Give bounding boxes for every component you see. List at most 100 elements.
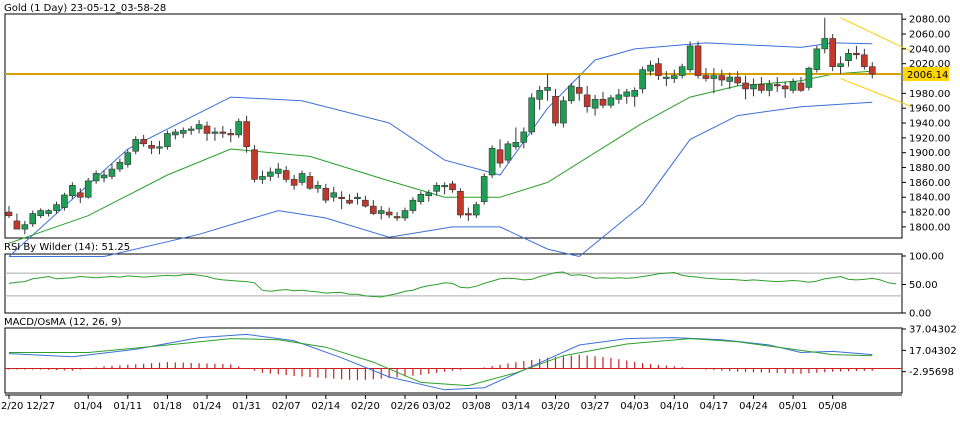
candle-up: [108, 168, 116, 177]
x-tick-label: 12/20: [0, 401, 23, 412]
price-tick-label: 1960.00: [909, 104, 950, 115]
candle-up: [726, 76, 734, 82]
candle-down: [203, 125, 211, 134]
x-tick-label: 12/27: [26, 401, 55, 412]
candle-up: [156, 146, 163, 149]
candle-down: [465, 213, 472, 216]
price-tick-label: 1900.00: [909, 148, 950, 159]
x-tick-label: 04/03: [620, 401, 649, 412]
candle-down: [583, 94, 591, 108]
candle-down: [322, 188, 330, 201]
macd-tick-label: 37.04302: [909, 325, 957, 336]
candle-up: [750, 84, 757, 90]
rsi-tick-label: 0.00: [909, 309, 931, 320]
candle-up: [259, 176, 266, 180]
candle-up: [591, 98, 599, 109]
candle-up: [235, 121, 242, 136]
macd-tick-label: 17.04302: [909, 346, 957, 357]
rsi-panel: [5, 271, 902, 298]
candle-down: [552, 96, 559, 124]
candle-down: [781, 85, 789, 90]
candle-down: [346, 199, 353, 204]
candle-down: [694, 45, 702, 76]
x-tick-label: 02/07: [272, 401, 301, 412]
candle-down: [829, 38, 836, 67]
candle-down: [702, 75, 710, 79]
bollinger-lower-line: [9, 101, 873, 258]
price-tick-label: 1820.00: [909, 208, 950, 219]
panels: [4, 13, 903, 396]
candle-up: [267, 171, 274, 177]
price-tick-label: 1800.00: [909, 222, 950, 233]
x-tick-label: 01/31: [232, 401, 261, 412]
macd-title: MACD/OsMA (12, 26, 9): [4, 317, 122, 328]
candle-up: [211, 131, 219, 134]
x-tick-label: 02/26: [391, 401, 420, 412]
macd-tick-label: -2.95698: [909, 367, 954, 378]
candle-down: [362, 199, 369, 207]
x-tick-label: 03/08: [462, 401, 491, 412]
candle-up: [314, 185, 322, 189]
axes: 2080.00 2060.00 2040.00 2020.00 1980.00 1960.…: [0, 15, 957, 412]
candle-up: [132, 139, 140, 152]
candle-up: [100, 174, 108, 179]
candle-down: [758, 84, 765, 91]
x-tick-label: 03/27: [581, 401, 610, 412]
candle-up: [37, 210, 44, 217]
candle-up: [607, 97, 615, 106]
candle-down: [140, 139, 147, 145]
candle-down: [457, 190, 464, 216]
rsi-title: RSI By Wilder (14): 51.25: [4, 242, 130, 253]
candle-up: [504, 143, 512, 161]
trendline: [840, 78, 913, 108]
macd-panel-frame: [4, 327, 903, 394]
candle-up: [480, 176, 488, 202]
candle-down: [306, 176, 314, 189]
candle-down: [76, 192, 84, 198]
candle-up: [172, 131, 179, 136]
price-panel-frame: [4, 13, 903, 239]
price-tick-label: 1920.00: [909, 133, 950, 144]
candle-down: [599, 98, 607, 106]
current-price-badge: [903, 66, 949, 81]
candle-up: [164, 133, 171, 148]
rsi-tick-label: 50.00: [909, 280, 938, 291]
x-tick-label: 03/02: [422, 401, 451, 412]
candle-down: [861, 54, 868, 67]
x-tick-label: 02/14: [311, 401, 340, 412]
candle-down: [370, 205, 377, 214]
candle-up: [409, 199, 417, 211]
candle-up: [274, 168, 282, 174]
candle-up: [631, 90, 638, 97]
candle-down: [496, 149, 504, 164]
candle-up: [544, 87, 551, 91]
price-tick-label: 2040.00: [909, 44, 950, 55]
candle-down: [773, 84, 781, 87]
candle-up: [528, 97, 536, 133]
x-tick-label: 01/11: [113, 401, 142, 412]
x-tick-label: 05/01: [779, 401, 808, 412]
candle-down: [797, 82, 805, 91]
candle-up: [92, 173, 100, 182]
price-tick-label: 1940.00: [909, 119, 950, 130]
candle-up: [623, 91, 631, 97]
candle-down: [853, 53, 860, 56]
candle-down: [243, 121, 250, 148]
price-tick-label: 2080.00: [909, 15, 950, 26]
candle-up: [29, 213, 37, 225]
candle-up: [441, 185, 448, 188]
candle-down: [575, 87, 583, 94]
candle-up: [710, 75, 718, 79]
candle-up: [330, 192, 338, 198]
candle-up: [61, 194, 68, 208]
rsi-line: [8, 271, 897, 298]
candle-up: [195, 124, 203, 130]
current-price-label: 2006.14: [907, 70, 948, 81]
x-tick-label: 05/08: [818, 401, 847, 412]
price-tick-label: 2020.00: [909, 59, 950, 70]
chart-title: Gold (1 Day) 23-05-12_03-58-28: [4, 3, 166, 14]
candle-up: [425, 192, 433, 197]
candle-down: [227, 133, 235, 136]
candle-up: [298, 173, 306, 183]
